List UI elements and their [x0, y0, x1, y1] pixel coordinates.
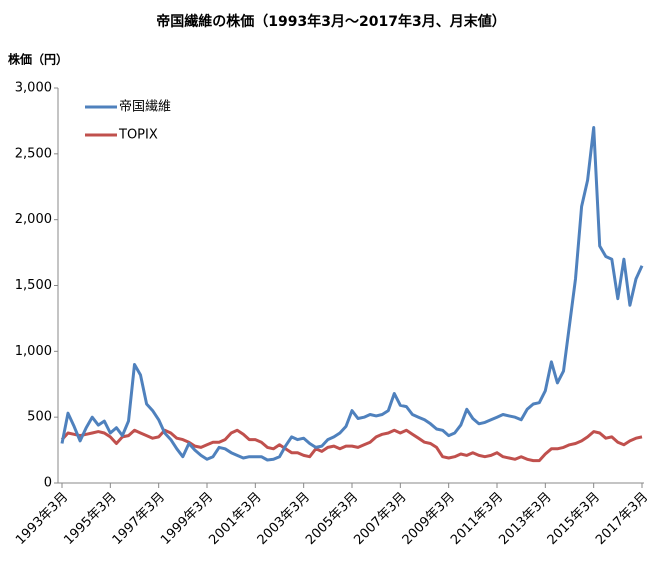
chart-title: 帝国繊維の株価（1993年3月～2017年3月、月末値） — [156, 13, 505, 30]
legend-label: TOPIX — [118, 128, 158, 143]
y-tick-label: 2,500 — [15, 146, 52, 161]
y-tick-label: 1,000 — [15, 344, 52, 359]
x-tick-label: 2017年3月 — [593, 490, 651, 548]
line-series — [60, 428, 643, 463]
y-tick-label: 500 — [27, 410, 52, 425]
legend-label: 帝国繊維 — [119, 99, 171, 115]
y-tick-label: 3,000 — [15, 81, 52, 96]
y-axis-label: 株価（円） — [8, 52, 68, 67]
y-tick-label: 1,500 — [15, 278, 52, 293]
line-series — [60, 126, 644, 462]
y-tick-label: 0 — [44, 476, 52, 491]
y-tick-label: 2,000 — [15, 212, 52, 227]
